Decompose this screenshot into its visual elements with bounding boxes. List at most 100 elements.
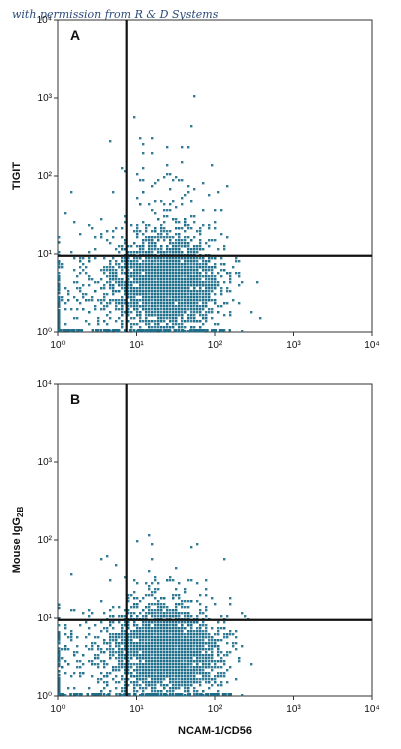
event-dot (151, 284, 154, 287)
event-dot (212, 329, 216, 332)
event-dot (121, 314, 124, 317)
event-dot (160, 317, 163, 320)
event-dot (142, 654, 145, 657)
event-dot (199, 293, 202, 296)
event-dot (136, 311, 139, 314)
event-dot (157, 320, 160, 323)
event-dot (193, 633, 196, 636)
event-dot (148, 666, 151, 669)
event-dot (163, 176, 166, 179)
event-dot (190, 200, 193, 203)
event-dot (169, 173, 172, 176)
event-dot (166, 612, 169, 615)
event-dot (148, 314, 151, 317)
event-dot (91, 278, 94, 281)
event-dot (193, 690, 196, 693)
event-dot (169, 314, 172, 317)
event-dot (205, 272, 208, 275)
event-dot (217, 630, 220, 633)
event-dot (172, 248, 175, 251)
event-dot (160, 305, 163, 308)
event-dot (175, 272, 178, 275)
event-dot (142, 260, 145, 263)
event-dot (220, 639, 223, 642)
event-dot (76, 287, 79, 290)
event-dot (130, 612, 133, 615)
event-dot (166, 690, 169, 693)
event-dot (178, 248, 181, 251)
event-dot (151, 275, 154, 278)
event-dot (106, 266, 109, 269)
event-dot (133, 642, 136, 645)
event-dot (214, 323, 217, 326)
event-dot (184, 308, 187, 311)
event-dot (184, 236, 187, 239)
event-dot (187, 245, 190, 248)
event-dot (196, 281, 199, 284)
event-dot (187, 600, 190, 603)
event-dot (163, 221, 166, 224)
event-dot (160, 200, 163, 203)
event-dot (151, 185, 154, 188)
event-dot (112, 230, 115, 233)
event-dot (118, 648, 121, 651)
event-dot (151, 272, 154, 275)
event-dot (184, 320, 187, 323)
event-dot (172, 609, 175, 612)
event-dot (142, 615, 145, 618)
event-dot (205, 269, 208, 272)
event-dot (157, 326, 160, 329)
event-dot (178, 293, 181, 296)
event-dot (133, 230, 136, 233)
event-dot (217, 672, 220, 675)
event-dot (187, 651, 190, 654)
event-dot (142, 633, 145, 636)
event-dot (169, 624, 172, 627)
event-dot (172, 242, 175, 245)
event-dot (157, 678, 160, 681)
event-dot (178, 266, 181, 269)
event-dot (196, 248, 199, 251)
event-dot (151, 239, 154, 242)
event-dot (163, 299, 166, 302)
event-dot (136, 663, 139, 666)
event-dot (139, 627, 142, 630)
event-dot (169, 287, 172, 290)
event-dot (139, 642, 142, 645)
event-dot (145, 266, 148, 269)
event-dot (156, 329, 159, 332)
event-dot (130, 284, 133, 287)
event-dot (190, 260, 193, 263)
event-dot (205, 633, 208, 636)
event-dot (166, 245, 169, 248)
event-dot (193, 251, 196, 254)
event-dot (157, 588, 160, 591)
event-dot (130, 305, 133, 308)
event-dot (127, 636, 130, 639)
event-dot (175, 654, 178, 657)
event-dot (118, 266, 121, 269)
event-dot (109, 266, 112, 269)
event-dot (112, 606, 115, 609)
event-dot (148, 642, 151, 645)
event-dot (118, 660, 121, 663)
event-dot (142, 191, 145, 194)
event-dot (142, 627, 145, 630)
event-dot (157, 624, 160, 627)
event-dot (163, 284, 166, 287)
event-dot (154, 323, 157, 326)
event-dot (136, 266, 139, 269)
event-dot (148, 296, 151, 299)
event-dot (100, 660, 103, 663)
event-dot (217, 651, 220, 654)
event-dot (141, 329, 144, 332)
event-dot (112, 654, 115, 657)
event-dot (91, 648, 94, 651)
event-dot (148, 203, 151, 206)
event-dot (136, 657, 139, 660)
event-dot (58, 236, 61, 239)
event-dot (181, 636, 184, 639)
event-dot (61, 266, 64, 269)
event-dot (142, 666, 145, 669)
